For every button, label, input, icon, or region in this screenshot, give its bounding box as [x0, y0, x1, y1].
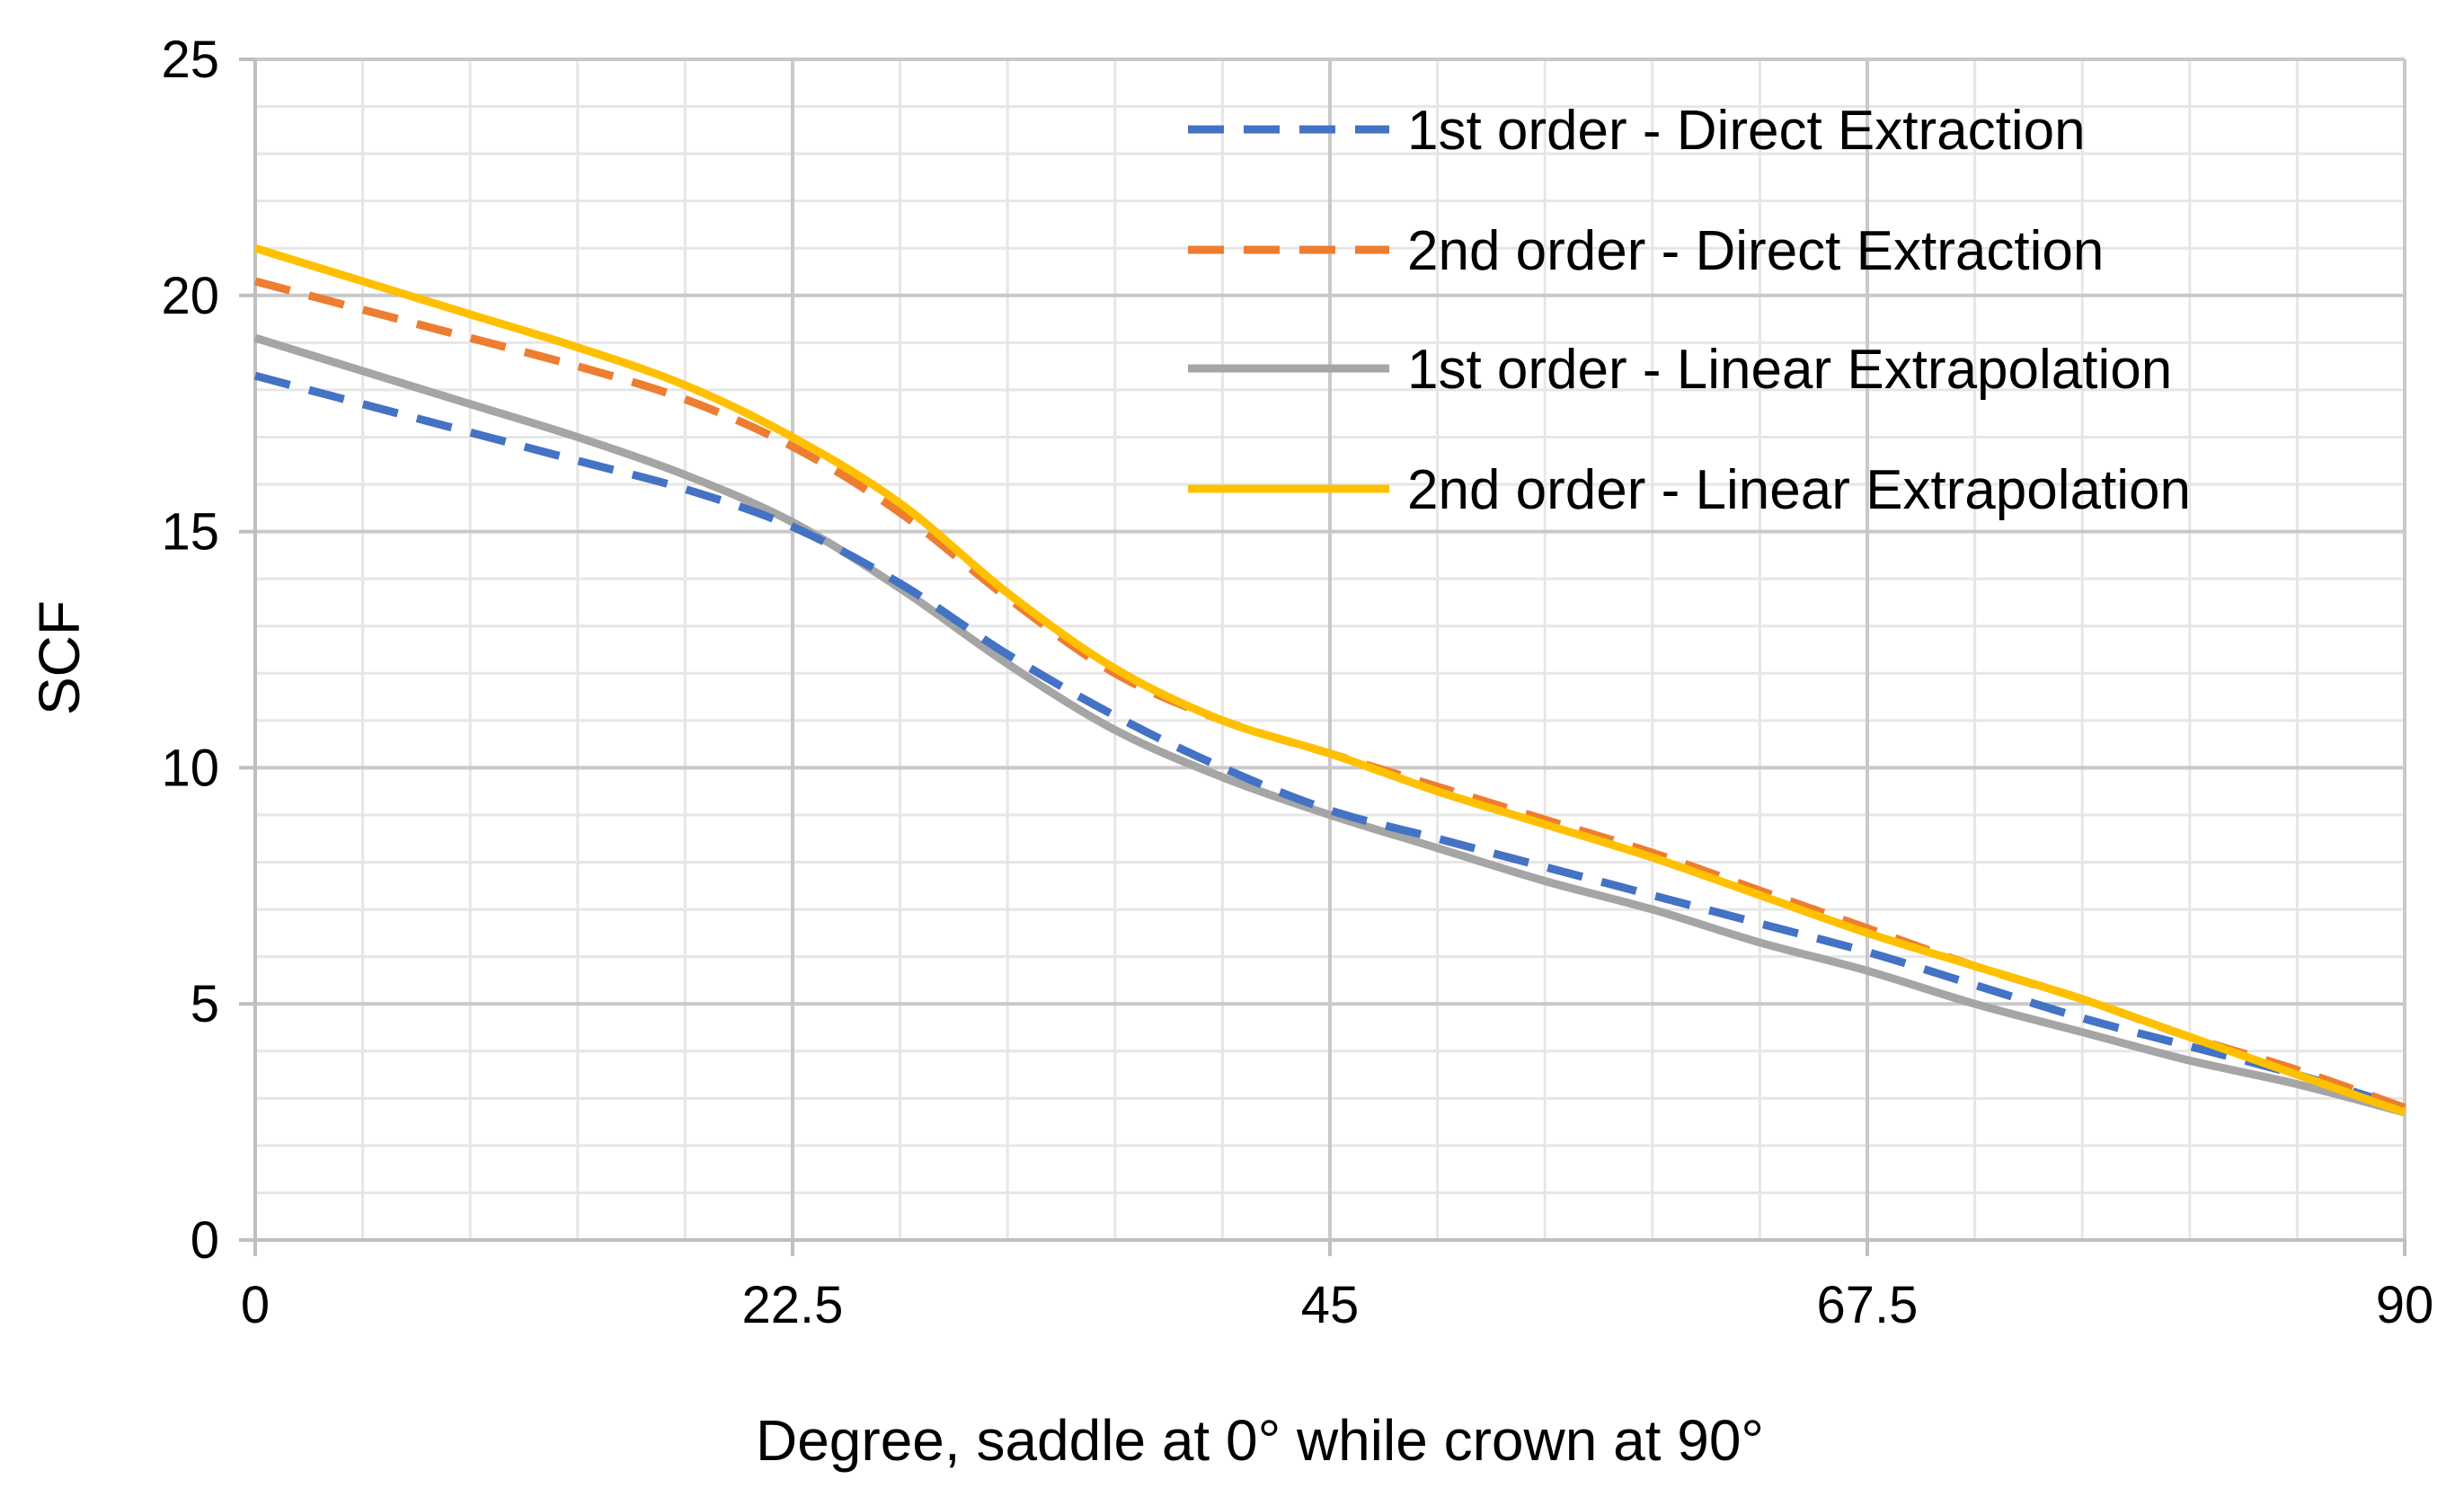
x-axis-title: Degree, saddle at 0° while crown at 90° — [756, 1408, 1764, 1473]
x-tick-label: 0 — [241, 1276, 270, 1334]
y-tick-label: 15 — [161, 503, 219, 562]
y-tick-label: 10 — [161, 739, 219, 797]
y-tick-label: 20 — [161, 267, 219, 325]
legend-label-4: 2nd order - Linear Extrapolation — [1407, 459, 2191, 521]
y-axis-title: SCF — [27, 600, 92, 715]
legend: 1st order - Direct Extraction 2nd order -… — [1188, 100, 2191, 521]
x-tick-label: 45 — [1301, 1276, 1360, 1334]
series-lines — [253, 244, 2406, 1117]
y-tick-label: 25 — [161, 31, 219, 89]
x-tick-label: 90 — [2376, 1276, 2434, 1334]
series-line-1 — [253, 371, 2406, 1112]
legend-label-2: 2nd order - Direct Extraction — [1407, 220, 2104, 282]
x-tick-label: 22.5 — [742, 1276, 844, 1334]
y-tick-label: 5 — [191, 975, 219, 1033]
x-axis-tick-labels: 0 22.5 45 67.5 90 — [241, 1276, 2433, 1334]
series-line-3 — [253, 333, 2406, 1117]
x-tick-label: 67.5 — [1817, 1276, 1919, 1334]
y-tick-label: 0 — [191, 1211, 219, 1270]
legend-label-1: 1st order - Direct Extraction — [1407, 100, 2086, 162]
axes — [239, 58, 2406, 1256]
y-axis-tick-labels: 0 5 10 15 20 25 — [161, 31, 219, 1270]
legend-label-3: 1st order - Linear Extrapolation — [1407, 339, 2172, 401]
series-line-4 — [253, 244, 2406, 1117]
